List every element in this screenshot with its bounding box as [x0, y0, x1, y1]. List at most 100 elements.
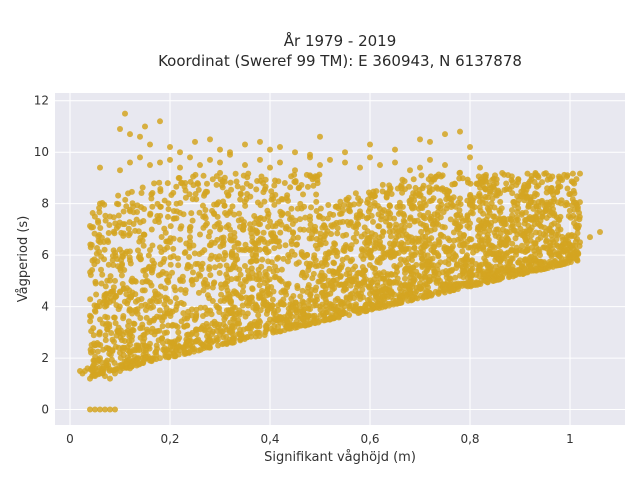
scatter-point — [497, 190, 503, 197]
scatter-point — [127, 159, 133, 166]
scatter-point — [142, 123, 148, 130]
scatter-point — [157, 244, 163, 251]
scatter-point — [437, 198, 443, 205]
scatter-point — [122, 110, 128, 117]
scatter-point — [237, 326, 243, 333]
scatter-point — [177, 164, 183, 171]
scatter-point — [242, 141, 248, 148]
scatter-point — [97, 406, 103, 413]
scatter-point — [147, 357, 153, 364]
scatter-point — [147, 162, 153, 169]
scatter-point — [107, 213, 113, 220]
scatter-point — [447, 195, 453, 202]
scatter-point — [367, 290, 373, 297]
scatter-point — [87, 375, 93, 382]
scatter-point — [117, 126, 123, 133]
scatter-point — [267, 218, 273, 225]
scatter-point — [287, 216, 293, 223]
scatter-point — [307, 151, 313, 158]
scatter-point — [307, 213, 313, 220]
scatter-point — [407, 200, 413, 207]
scatter-point — [187, 234, 193, 241]
scatter-point — [467, 270, 473, 277]
x-tick-label: 0,6 — [360, 432, 379, 446]
scatter-point — [317, 162, 323, 169]
scatter-point — [147, 246, 153, 253]
scatter-point — [467, 192, 473, 199]
scatter-point — [492, 172, 498, 179]
scatter-point — [477, 192, 483, 199]
scatter-point — [367, 154, 373, 161]
scatter-point — [192, 138, 198, 145]
points-layer — [77, 110, 603, 413]
scatter-point — [107, 375, 113, 382]
scatter-point — [84, 365, 91, 372]
scatter-point — [177, 236, 183, 243]
scatter-point — [477, 164, 483, 171]
scatter-point — [367, 205, 373, 212]
scatter-point — [167, 144, 173, 151]
scatter-point — [197, 162, 203, 169]
scatter-point — [127, 257, 133, 264]
scatter-point — [387, 288, 393, 295]
scatter-point — [477, 267, 483, 274]
scatter-point — [117, 265, 123, 272]
scatter-point — [377, 288, 383, 295]
scatter-point — [112, 406, 118, 413]
y-tick-label: 10 — [34, 145, 49, 159]
scatter-point — [197, 231, 203, 238]
scatter-point — [387, 203, 393, 210]
scatter-point — [157, 355, 163, 362]
scatter-point — [277, 313, 283, 320]
scatter-point — [317, 133, 323, 140]
scatter-point — [337, 210, 343, 217]
scatter-point — [317, 303, 323, 310]
y-axis-label: Vågperiod (s) — [16, 216, 31, 303]
scatter-point — [267, 146, 273, 153]
scatter-point — [457, 169, 463, 176]
scatter-point — [367, 141, 373, 148]
scatter-point — [287, 311, 293, 318]
scatter-point — [217, 146, 223, 153]
scatter-point — [407, 167, 413, 174]
scatter-point — [137, 133, 143, 140]
scatter-point — [587, 234, 593, 241]
scatter-point — [207, 136, 213, 143]
scatter-point — [457, 128, 463, 135]
scatter-point — [357, 208, 363, 215]
scatter-point — [237, 223, 243, 230]
scatter-point — [177, 347, 183, 354]
scatter-point — [117, 167, 123, 174]
x-tick-label: 0,2 — [160, 432, 179, 446]
x-tick-label: 0,8 — [460, 432, 479, 446]
scatter-point — [167, 239, 173, 246]
scatter-point — [377, 162, 383, 169]
scatter-point — [97, 200, 103, 207]
scatter-point — [227, 329, 233, 336]
scatter-point — [197, 339, 203, 346]
scatter-point — [227, 149, 233, 156]
scatter-point — [277, 159, 283, 166]
scatter-point — [297, 308, 303, 315]
x-tick-label: 0 — [66, 432, 74, 446]
scatter-point — [247, 324, 253, 331]
scatter-point — [157, 118, 163, 125]
scatter-point — [317, 213, 323, 220]
scatter-point — [327, 156, 333, 163]
scatter-point — [277, 218, 283, 225]
scatter-point — [97, 164, 103, 171]
scatter-point — [357, 293, 363, 300]
x-tick-label: 0,4 — [260, 432, 279, 446]
scatter-point — [107, 406, 113, 413]
scatter-point — [257, 156, 263, 163]
scatter-point — [567, 241, 573, 248]
y-tick-label: 4 — [41, 300, 49, 314]
scatter-point — [427, 138, 433, 145]
scatter-point — [187, 154, 193, 161]
scatter-point — [417, 280, 423, 287]
scatter-point — [102, 303, 108, 310]
scatter-point — [167, 349, 173, 356]
